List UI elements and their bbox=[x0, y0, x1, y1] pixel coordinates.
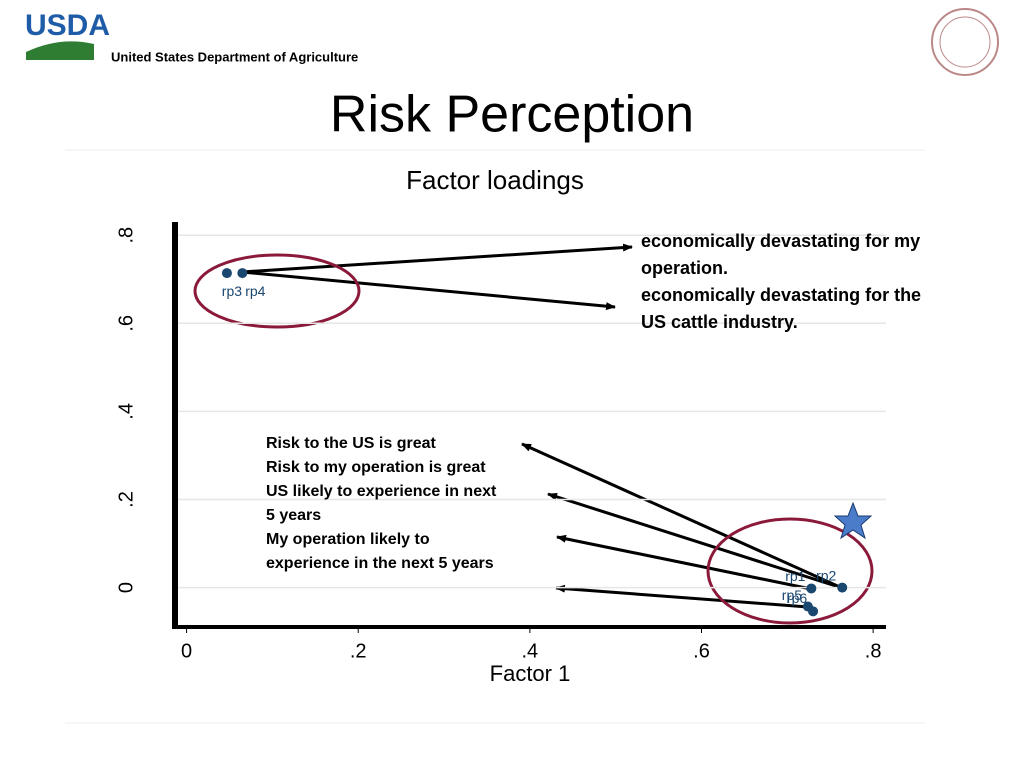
star bbox=[833, 501, 873, 540]
chart-title: Factor loadings bbox=[406, 165, 584, 195]
highlight-ellipse bbox=[706, 517, 874, 625]
y-tick-label: .2 bbox=[115, 491, 137, 508]
x-axis-title: Factor 1 bbox=[490, 661, 571, 686]
y-tick-label: 0 bbox=[115, 582, 137, 593]
point-label: rp4 bbox=[245, 283, 265, 299]
annotation: Risk to the US is great bbox=[266, 435, 436, 452]
annotation: Risk to my operation is great bbox=[266, 459, 486, 476]
x-tick-label: 0 bbox=[181, 640, 192, 662]
annotation: 5 years bbox=[266, 507, 321, 524]
y-tick-label: .6 bbox=[115, 315, 137, 332]
annotation: My operation likely to bbox=[266, 531, 430, 548]
point bbox=[221, 268, 232, 279]
logo-field bbox=[26, 41, 94, 60]
point bbox=[237, 268, 248, 279]
annotation: US cattle industry. bbox=[641, 312, 798, 332]
arrow bbox=[547, 492, 843, 590]
annotation: economically devastating for my bbox=[641, 231, 920, 251]
arrow bbox=[241, 270, 616, 311]
annotation: US likely to experience in next bbox=[266, 483, 497, 500]
annotation: operation. bbox=[641, 258, 728, 278]
arrow bbox=[521, 442, 843, 590]
x-tick-label: .8 bbox=[865, 640, 882, 662]
arrows bbox=[241, 243, 843, 609]
y-tick-label: .8 bbox=[115, 227, 137, 244]
y-tick-label: .4 bbox=[115, 403, 137, 420]
slide-title: Risk Perception bbox=[330, 86, 694, 144]
arrow bbox=[556, 534, 812, 591]
university-seal bbox=[931, 8, 999, 76]
arrow bbox=[555, 584, 809, 609]
highlight-ellipse bbox=[193, 253, 361, 329]
arrow bbox=[241, 243, 633, 274]
point-label: rp2 bbox=[816, 567, 836, 583]
point-label: rp6 bbox=[787, 590, 807, 606]
logo: USDA bbox=[25, 9, 110, 42]
department: United States Department of Agriculture bbox=[111, 49, 358, 64]
university-seal-inner bbox=[939, 16, 991, 68]
point-label: rp3 bbox=[222, 283, 242, 299]
point-label: rp1 bbox=[785, 568, 805, 584]
point bbox=[806, 583, 817, 594]
annotation: economically devastating for the bbox=[641, 285, 921, 305]
point bbox=[808, 606, 819, 617]
point bbox=[837, 582, 848, 593]
annotation: experience in the next 5 years bbox=[266, 555, 494, 572]
x-tick-label: .4 bbox=[522, 640, 539, 662]
point-label: rp5 bbox=[782, 587, 802, 603]
x-tick-label: .2 bbox=[350, 640, 367, 662]
x-tick-label: .6 bbox=[693, 640, 710, 662]
